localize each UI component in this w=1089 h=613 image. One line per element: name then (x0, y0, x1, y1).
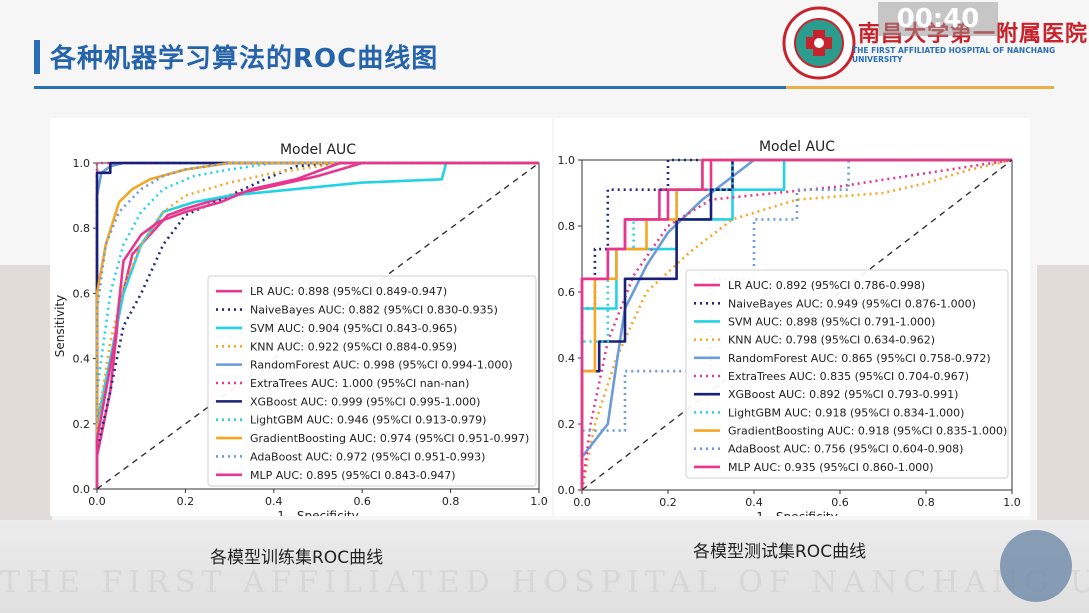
legend-entry: MLP AUC: 0.895 (95%CI 0.843-0.947) (250, 469, 456, 482)
reference-diagonal-line (96, 162, 540, 490)
roc-series-line-2 (95, 161, 539, 489)
test-roc-panel: Model AUC 0.0 0.2 0.4 0.6 0.8 1.0 0.0 0.2 0.4 0.6 0… (554, 118, 1030, 516)
y-tick-label: 0.0 (73, 483, 91, 496)
legend-entry: LR AUC: 0.892 (95%CI 0.786-0.998) (728, 279, 925, 292)
title-rule-gold (786, 86, 1054, 89)
roc-series-line-9 (95, 161, 539, 489)
series-group (580, 158, 1013, 491)
y-tick-label: 0.6 (73, 287, 91, 300)
legend-entry: KNN AUC: 0.798 (95%CI 0.634-0.962) (728, 334, 935, 347)
x-tick-label: 0.8 (917, 496, 935, 509)
x-tick-label: 0.6 (353, 495, 371, 508)
x-tick-label: 0.2 (659, 496, 677, 509)
x-tick-label: 0.2 (177, 495, 195, 508)
y-tick-label: 0.8 (558, 220, 576, 233)
legend-entry: LightGBM AUC: 0.946 (95%CI 0.913-0.979) (250, 414, 486, 427)
y-axis-label: Sensitivity (53, 295, 67, 357)
x-tick-label: 0.8 (442, 495, 460, 508)
legend-entry: LightGBM AUC: 0.918 (95%CI 0.834-1.000) (728, 406, 964, 419)
legend-entry: AdaBoost AUC: 0.756 (95%CI 0.604-0.908) (728, 443, 963, 456)
title-accent-bar (34, 40, 40, 74)
legend-entry: AdaBoost AUC: 0.972 (95%CI 0.951-0.993) (250, 450, 485, 463)
legend-box (685, 269, 1009, 479)
train-roc-chart: Model AUC 0.0 0.2 0.4 0.6 0.8 1.0 0.0 0.2 0.4 0.6 0… (53, 142, 548, 516)
legend-entry: LR AUC: 0.898 (95%CI 0.849-0.947) (250, 285, 447, 298)
legend-entry: SVM AUC: 0.898 (95%CI 0.791-1.000) (728, 315, 935, 328)
legend-entry: SVM AUC: 0.904 (95%CI 0.843-0.965) (250, 322, 457, 335)
hospital-logo (782, 6, 856, 80)
roc-series-line-4 (580, 158, 1012, 490)
legend-entry: GradientBoosting AUC: 0.918 (95%CI 0.835… (728, 425, 1007, 438)
x-tick-label: 0.4 (745, 496, 763, 509)
legend-entry: KNN AUC: 0.922 (95%CI 0.884-0.959) (250, 340, 457, 353)
roc-series-line-5 (580, 158, 1013, 491)
badge-icon (1000, 530, 1072, 602)
legend: LR AUC: 0.898 (95%CI 0.849-0.947) NaiveBa… (207, 275, 537, 487)
left-side-stripe (0, 265, 52, 520)
roc-series-line-3 (95, 161, 539, 489)
x-tick-label: 0.6 (831, 496, 849, 509)
roc-series-line-10 (95, 161, 539, 489)
bottom-watermark: THE FIRST AFFILIATED HOSPITAL OF NANCHAN… (0, 565, 1089, 600)
reference-diagonal-line (581, 159, 1013, 491)
legend-box (207, 275, 537, 487)
timer-overlay: 00:40 (878, 2, 998, 36)
x-tick-label: 0.0 (573, 496, 591, 509)
legend-entry: ExtraTrees AUC: 1.000 (95%CI nan-nan) (250, 377, 469, 390)
legend-entry: XGBoost AUC: 0.999 (95%CI 0.995-1.000) (250, 395, 480, 408)
legend-entry: GradientBoosting AUC: 0.974 (95%CI 0.951… (250, 432, 529, 445)
legend-entry: RandomForest AUC: 0.998 (95%CI 0.994-1.0… (250, 359, 513, 372)
y-tick-label: 0.2 (558, 418, 576, 431)
y-tick-label: 0.6 (558, 286, 576, 299)
roc-series-line-9 (580, 158, 1012, 490)
x-tick-label: 0.0 (88, 495, 106, 508)
slide-title: 各种机器学习算法的ROC曲线图 (50, 44, 439, 74)
roc-series-line-10 (580, 158, 1012, 490)
y-tick-label: 1.0 (558, 154, 576, 167)
chart-title: Model AUC (759, 139, 835, 155)
title-rule-blue (34, 86, 786, 89)
roc-series-line-1 (95, 161, 539, 489)
legend-entry: MLP AUC: 0.935 (95%CI 0.860-1.000) (728, 461, 934, 474)
test-roc-chart: Model AUC 0.0 0.2 0.4 0.6 0.8 1.0 0.0 0.2 0.4 0.6 0… (558, 139, 1021, 516)
legend: LR AUC: 0.892 (95%CI 0.786-0.998) NaiveBa… (685, 269, 1009, 479)
legend-entry: ExtraTrees AUC: 0.835 (95%CI 0.704-0.967… (728, 370, 969, 383)
bottom-band (0, 520, 1089, 613)
roc-series-line-0 (95, 161, 539, 489)
y-tick-label: 0.4 (73, 353, 91, 366)
caption-train: 各模型训练集ROC曲线 (210, 548, 384, 568)
x-axis-label: 1 - Specificity (277, 509, 358, 516)
roc-series-line-7 (95, 161, 539, 489)
y-tick-label: 0.2 (73, 418, 91, 431)
series-group (95, 161, 540, 490)
x-tick-label: 1.0 (530, 495, 548, 508)
x-tick-label: 1.0 (1003, 496, 1021, 509)
chart-title: Model AUC (280, 142, 356, 158)
train-roc-panel: Model AUC 0.0 0.2 0.4 0.6 0.8 1.0 0.0 0.2 0.4 0.6 0… (50, 118, 552, 516)
right-side-stripe (1037, 265, 1089, 520)
caption-test: 各模型测试集ROC曲线 (693, 542, 867, 562)
y-tick-label: 1.0 (73, 157, 91, 170)
legend-entry: RandomForest AUC: 0.865 (95%CI 0.758-0.9… (728, 352, 991, 365)
roc-series-line-3 (580, 158, 1013, 491)
y-tick-label: 0.4 (558, 352, 576, 365)
y-tick-label: 0.0 (558, 484, 576, 497)
hospital-name-en: THE FIRST AFFILIATED HOSPITAL OF NANCHAN… (852, 46, 1056, 64)
legend-entry: NaiveBayes AUC: 0.882 (95%CI 0.830-0.935… (250, 304, 498, 317)
legend-entry: NaiveBayes AUC: 0.949 (95%CI 0.876-1.000… (728, 297, 976, 310)
legend-entry: XGBoost AUC: 0.892 (95%CI 0.793-0.991) (728, 388, 958, 401)
x-tick-label: 0.4 (265, 495, 283, 508)
x-axis-label: 1 - Specificity (756, 510, 837, 516)
y-tick-label: 0.8 (73, 222, 91, 235)
